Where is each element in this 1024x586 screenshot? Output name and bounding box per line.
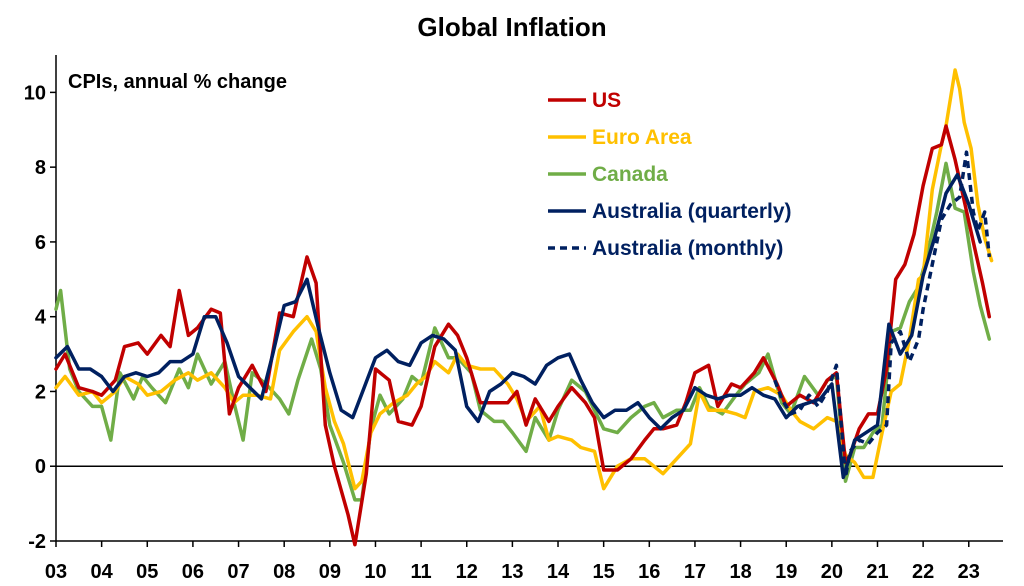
x-axis-ticks: 03 04 05 06 07 08 09 10 11 12 13 14 15 16 17 18 19 20 21 22… (45, 541, 980, 583)
x-tick-label: 09 (319, 561, 341, 583)
series-line-australia-monthly (773, 150, 992, 480)
x-tick-label: 15 (593, 561, 615, 583)
y-tick-label: 2 (35, 381, 46, 403)
x-tick-label: 20 (821, 561, 843, 583)
y-tick-label: 0 (35, 456, 46, 478)
x-tick-label: 21 (866, 561, 888, 583)
x-tick-label: 13 (501, 561, 523, 583)
y-axis-ticks: -2 0 2 4 6 8 10 (24, 82, 56, 553)
x-tick-label: 03 (45, 561, 67, 583)
y-tick-label: 6 (35, 232, 46, 254)
x-tick-label: 08 (273, 561, 295, 583)
x-tick-label: 05 (136, 561, 158, 583)
x-tick-label: 07 (227, 561, 249, 583)
series-line-euro-area (54, 68, 994, 491)
legend-label: US (592, 89, 621, 112)
x-tick-label: 14 (547, 561, 570, 583)
x-tick-label: 22 (912, 561, 934, 583)
x-tick-label: 19 (775, 561, 797, 583)
x-tick-label: 10 (364, 561, 386, 583)
legend-label: Euro Area (592, 126, 692, 149)
x-tick-label: 23 (958, 561, 980, 583)
series-line-us (54, 124, 992, 547)
y-tick-label: 8 (35, 157, 46, 179)
x-tick-label: 18 (729, 561, 751, 583)
x-tick-label: 04 (91, 561, 114, 583)
y-tick-label: 4 (35, 307, 47, 329)
y-tick-label: -2 (28, 531, 46, 553)
legend-label: Australia (quarterly) (592, 200, 792, 223)
x-tick-label: 12 (456, 561, 478, 583)
legend: US Euro Area Canada Australia (quarterly) Au… (548, 89, 792, 260)
y-tick-label: 10 (24, 82, 46, 104)
series-line-canada (54, 161, 992, 502)
legend-label: Canada (592, 163, 668, 186)
series-layer (54, 68, 994, 547)
chart-subtitle: CPIs, annual % change (68, 71, 287, 93)
x-tick-label: 17 (684, 561, 706, 583)
x-tick-label: 11 (411, 561, 432, 583)
x-tick-label: 16 (638, 561, 660, 583)
x-tick-label: 06 (182, 561, 204, 583)
chart-title: Global Inflation (417, 12, 606, 42)
legend-label: Australia (monthly) (592, 237, 783, 260)
